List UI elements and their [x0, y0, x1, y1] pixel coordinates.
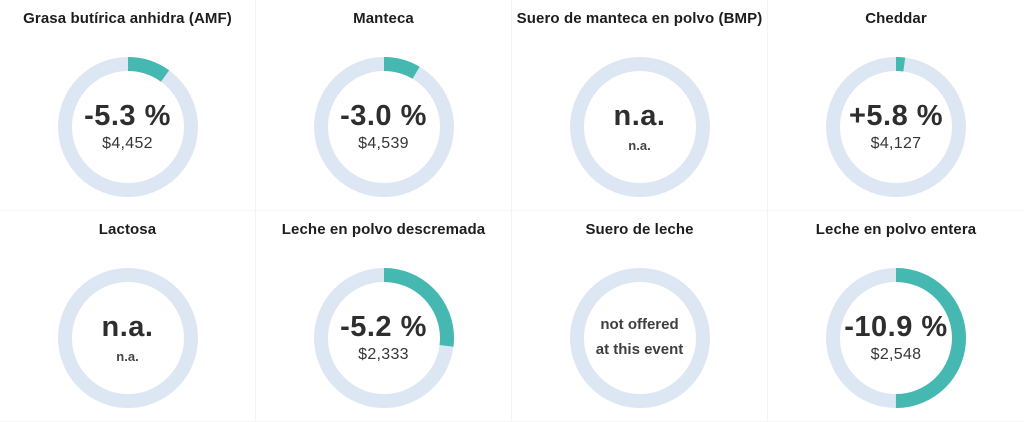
donut-change-arc	[313, 57, 454, 197]
donut-ring-svg	[313, 57, 454, 197]
donut-ring-svg	[313, 268, 454, 408]
product-tile-lactosa: Lactosa n.a. n.a.	[0, 211, 256, 422]
donut-center: -5.2 % $2,333	[328, 282, 440, 394]
percent-change-value: n.a.	[101, 311, 154, 344]
donut-ring-svg	[826, 57, 966, 197]
product-tile-cheddar: Cheddar +5.8 % $4,127	[768, 0, 1024, 211]
donut-ring-svg	[569, 268, 710, 408]
percent-change-value: -3.0 %	[340, 99, 427, 132]
product-title: Leche en polvo descremada	[281, 221, 486, 238]
donut-track-ring	[569, 268, 710, 408]
product-title: Manteca	[353, 10, 414, 27]
product-tile-smp: Leche en polvo descremada -5.2 % $2,333	[256, 211, 512, 422]
donut-change-arc	[313, 268, 454, 408]
donut-track-ring	[57, 268, 198, 408]
donut-change-arc	[57, 57, 198, 197]
donut-chart: n.a. n.a.	[57, 268, 198, 408]
donut-chart: n.a. n.a.	[569, 57, 710, 197]
product-title: Suero de leche	[585, 221, 694, 238]
average-price-value: $4,127	[870, 135, 922, 153]
product-title: Cheddar	[865, 10, 927, 27]
donut-chart: +5.8 % $4,127	[826, 57, 966, 197]
product-tile-bmp: Suero de manteca en polvo (BMP) n.a. n.a…	[512, 0, 768, 211]
average-price-value: $4,539	[358, 135, 409, 153]
donut-chart: -3.0 % $4,539	[313, 57, 454, 197]
donut-center: not offered at this event	[584, 282, 696, 394]
donut-chart: -10.9 % $2,548	[826, 268, 966, 408]
not-offered-note-line-1: not offered	[600, 316, 679, 334]
average-price-value: n.a.	[116, 348, 139, 364]
donut-center: -5.3 % $4,452	[72, 71, 184, 183]
product-title: Leche en polvo entera	[815, 221, 977, 238]
donut-chart: -5.2 % $2,333	[313, 268, 454, 408]
average-price-value: n.a.	[628, 137, 651, 153]
percent-change-value: +5.8 %	[848, 99, 944, 132]
donut-track-ring	[569, 57, 710, 197]
donut-center: n.a. n.a.	[584, 71, 696, 183]
donut-center: -10.9 % $2,548	[840, 282, 952, 394]
percent-change-value: -10.9 %	[844, 310, 948, 343]
product-title: Suero de manteca en polvo (BMP)	[516, 10, 763, 27]
product-tile-amf: Grasa butírica anhidra (AMF) -5.3 % $4,4…	[0, 0, 256, 211]
product-tile-manteca: Manteca -3.0 % $4,539	[256, 0, 512, 211]
percent-change-value: n.a.	[613, 100, 666, 133]
product-tile-wmp: Leche en polvo entera -10.9 % $2,548	[768, 211, 1024, 422]
not-offered-note-line-2: at this event	[595, 341, 684, 358]
average-price-value: $2,548	[870, 346, 922, 364]
donut-center: -3.0 % $4,539	[328, 71, 440, 183]
percent-change-value: -5.3 %	[84, 99, 171, 132]
donut-chart: -5.3 % $4,452	[57, 57, 198, 197]
donut-ring-svg	[569, 57, 710, 197]
product-tile-suero-de-leche: Suero de leche not offered at this event	[512, 211, 768, 422]
donut-center: n.a. n.a.	[72, 282, 184, 394]
average-price-value: $4,452	[102, 135, 153, 153]
average-price-value: $2,333	[358, 346, 409, 364]
donut-ring-svg	[57, 57, 198, 197]
donut-ring-svg	[57, 268, 198, 408]
donut-change-arc	[826, 268, 966, 408]
donut-change-arc	[826, 57, 966, 197]
product-title: Lactosa	[98, 221, 157, 238]
donut-ring-svg	[826, 268, 966, 408]
donut-center: +5.8 % $4,127	[840, 71, 952, 183]
percent-change-value: -5.2 %	[340, 310, 427, 343]
donut-chart: not offered at this event	[569, 268, 710, 408]
product-title: Grasa butírica anhidra (AMF)	[23, 10, 232, 27]
